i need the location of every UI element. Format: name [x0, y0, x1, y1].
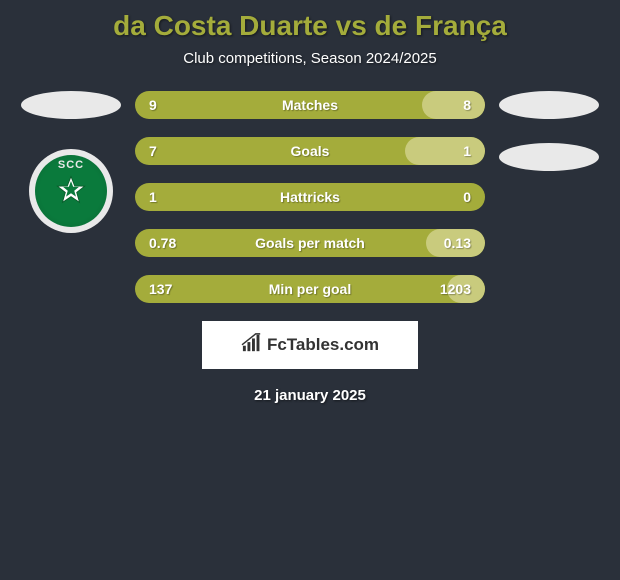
- stat-right-value: 1: [463, 143, 471, 159]
- stat-fill: [422, 91, 485, 119]
- date-text: 21 january 2025: [0, 387, 620, 404]
- stat-label: Matches: [282, 97, 338, 113]
- club-badge-inner: SCC: [35, 155, 107, 227]
- stat-row-min-per-goal: 137 Min per goal 1203: [135, 275, 485, 303]
- page-title: da Costa Duarte vs de França: [0, 10, 620, 42]
- stat-left-value: 137: [149, 281, 172, 297]
- stat-left-value: 0.78: [149, 235, 176, 251]
- stats-col: 9 Matches 8 7 Goals 1 1 Hattricks 0 0.78…: [135, 91, 485, 303]
- player-flag-placeholder-right-2: [499, 143, 599, 171]
- comparison-widget: da Costa Duarte vs de França Club compet…: [0, 0, 620, 404]
- stat-right-value: 1203: [440, 281, 471, 297]
- stat-left-value: 1: [149, 189, 157, 205]
- stat-row-hattricks: 1 Hattricks 0: [135, 183, 485, 211]
- stat-right-value: 0.13: [444, 235, 471, 251]
- content-area: SCC 9 Matches 8 7: [0, 91, 620, 303]
- stat-row-goals-per-match: 0.78 Goals per match 0.13: [135, 229, 485, 257]
- player-flag-placeholder-right-1: [499, 91, 599, 119]
- chart-icon: [241, 333, 263, 358]
- subtitle: Club competitions, Season 2024/2025: [0, 50, 620, 67]
- stat-row-matches: 9 Matches 8: [135, 91, 485, 119]
- stat-fill: [405, 137, 486, 165]
- brand-text: FcTables.com: [267, 335, 379, 355]
- badge-acronym: SCC: [58, 159, 84, 171]
- stat-label: Min per goal: [269, 281, 351, 297]
- player-flag-placeholder-left: [21, 91, 121, 119]
- stat-row-goals: 7 Goals 1: [135, 137, 485, 165]
- stat-label: Goals per match: [255, 235, 365, 251]
- brand-box[interactable]: FcTables.com: [202, 321, 418, 369]
- stat-left-value: 7: [149, 143, 157, 159]
- stat-label: Goals: [291, 143, 330, 159]
- right-player-col: [499, 91, 599, 171]
- club-badge-left: SCC: [29, 149, 113, 233]
- star-icon: [53, 173, 89, 209]
- stat-left-value: 9: [149, 97, 157, 113]
- stat-right-value: 0: [463, 189, 471, 205]
- stat-label: Hattricks: [280, 189, 340, 205]
- left-player-col: SCC: [21, 91, 121, 233]
- stat-right-value: 8: [463, 97, 471, 113]
